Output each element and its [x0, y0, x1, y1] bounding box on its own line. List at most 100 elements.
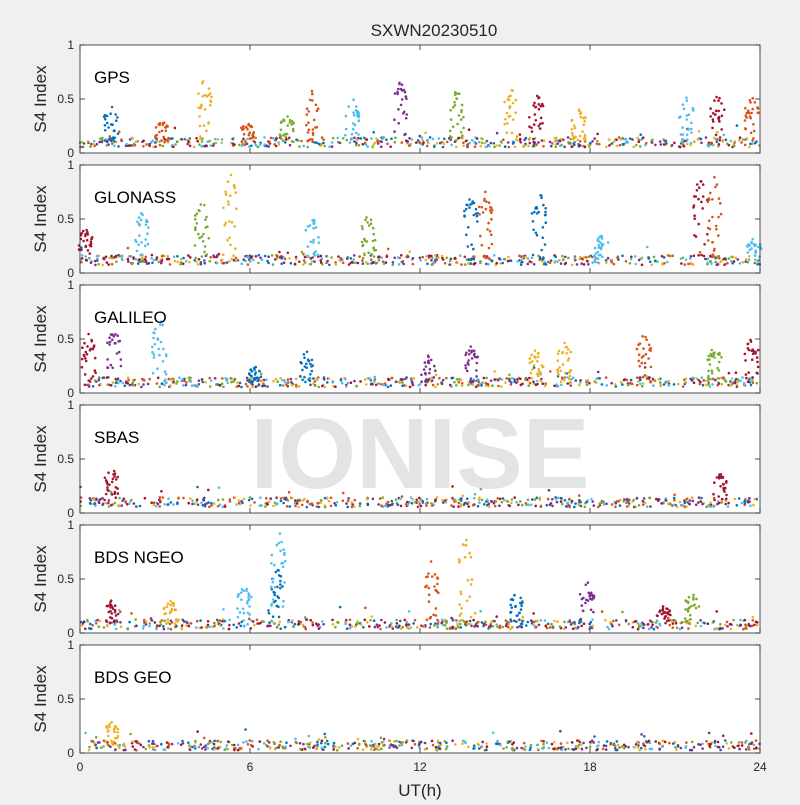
data-point: [279, 376, 282, 380]
data-point: [299, 747, 302, 751]
data-point: [319, 259, 323, 262]
data-point: [293, 262, 297, 266]
data-point: [487, 201, 491, 204]
data-point: [405, 376, 408, 379]
data-point: [286, 620, 290, 624]
data-point: [418, 141, 422, 145]
data-point: [407, 610, 411, 613]
data-point: [511, 101, 515, 105]
data-point: [534, 231, 538, 235]
data-point: [240, 144, 244, 147]
data-point: [711, 112, 715, 115]
y-tick-label: 0.5: [57, 452, 74, 466]
data-point: [558, 625, 562, 628]
data-point: [87, 379, 90, 382]
data-point: [226, 180, 230, 183]
data-point: [439, 743, 443, 747]
data-point: [735, 504, 739, 507]
data-point: [596, 250, 600, 254]
data-point: [249, 504, 252, 507]
data-point: [249, 125, 253, 128]
data-point: [641, 136, 645, 139]
data-point: [546, 622, 550, 626]
data-point: [403, 90, 407, 94]
data-point: [469, 555, 473, 559]
data-point: [184, 260, 188, 263]
data-point: [636, 746, 640, 749]
data-point: [553, 619, 556, 623]
data-point: [365, 261, 368, 264]
data-point: [518, 611, 521, 615]
data-point: [706, 200, 710, 204]
data-point: [408, 144, 411, 148]
data-point: [285, 497, 288, 501]
data-point: [105, 480, 108, 483]
data-point: [420, 740, 423, 744]
data-point: [557, 746, 560, 750]
data-point: [711, 198, 714, 201]
data-point: [363, 136, 366, 140]
data-point: [582, 622, 586, 625]
data-point: [622, 500, 625, 503]
data-point: [187, 501, 190, 505]
data-point: [140, 385, 143, 389]
data-point: [114, 333, 117, 336]
data-point: [710, 369, 714, 373]
data-point: [519, 263, 523, 267]
data-point: [404, 503, 408, 506]
data-point: [476, 625, 479, 628]
data-point: [391, 261, 395, 264]
data-point: [157, 260, 161, 264]
data-point: [303, 616, 307, 619]
data-point: [160, 742, 163, 746]
data-point: [278, 532, 282, 535]
data-point: [730, 377, 734, 380]
data-point: [270, 562, 273, 565]
data-point: [419, 382, 422, 386]
data-point: [574, 135, 577, 139]
data-point: [499, 262, 502, 265]
data-point: [727, 257, 731, 260]
data-point: [520, 601, 524, 605]
data-point: [401, 741, 404, 744]
data-point: [317, 623, 321, 626]
data-point: [563, 499, 567, 502]
data-point: [136, 140, 140, 143]
data-point: [385, 626, 388, 629]
data-point: [431, 383, 435, 387]
data-point: [756, 263, 759, 266]
data-point: [583, 145, 587, 149]
data-point: [240, 620, 243, 624]
data-point: [519, 258, 523, 262]
y-axis-label: S4 Index: [31, 425, 50, 493]
data-point: [485, 139, 489, 143]
data-point: [739, 379, 742, 383]
data-point: [230, 377, 233, 380]
data-point: [279, 128, 283, 132]
data-point: [246, 385, 249, 388]
data-point: [605, 145, 608, 149]
data-point: [665, 142, 668, 145]
data-point: [467, 505, 471, 508]
data-point: [263, 143, 266, 146]
data-point: [145, 262, 149, 265]
data-point: [680, 626, 684, 630]
data-point: [468, 551, 472, 555]
data-point: [553, 260, 557, 263]
data-point: [686, 138, 689, 141]
data-point: [426, 138, 430, 142]
data-point: [87, 748, 91, 752]
data-point: [491, 731, 495, 735]
data-point: [549, 370, 552, 373]
data-point: [361, 243, 365, 247]
data-point: [737, 741, 741, 744]
data-point: [606, 241, 610, 244]
data-point: [451, 485, 454, 488]
data-point: [751, 96, 754, 100]
data-point: [648, 260, 652, 264]
data-point: [411, 262, 415, 266]
data-point: [199, 261, 203, 264]
data-point: [107, 734, 110, 738]
data-point: [289, 261, 293, 265]
data-point: [532, 144, 535, 148]
